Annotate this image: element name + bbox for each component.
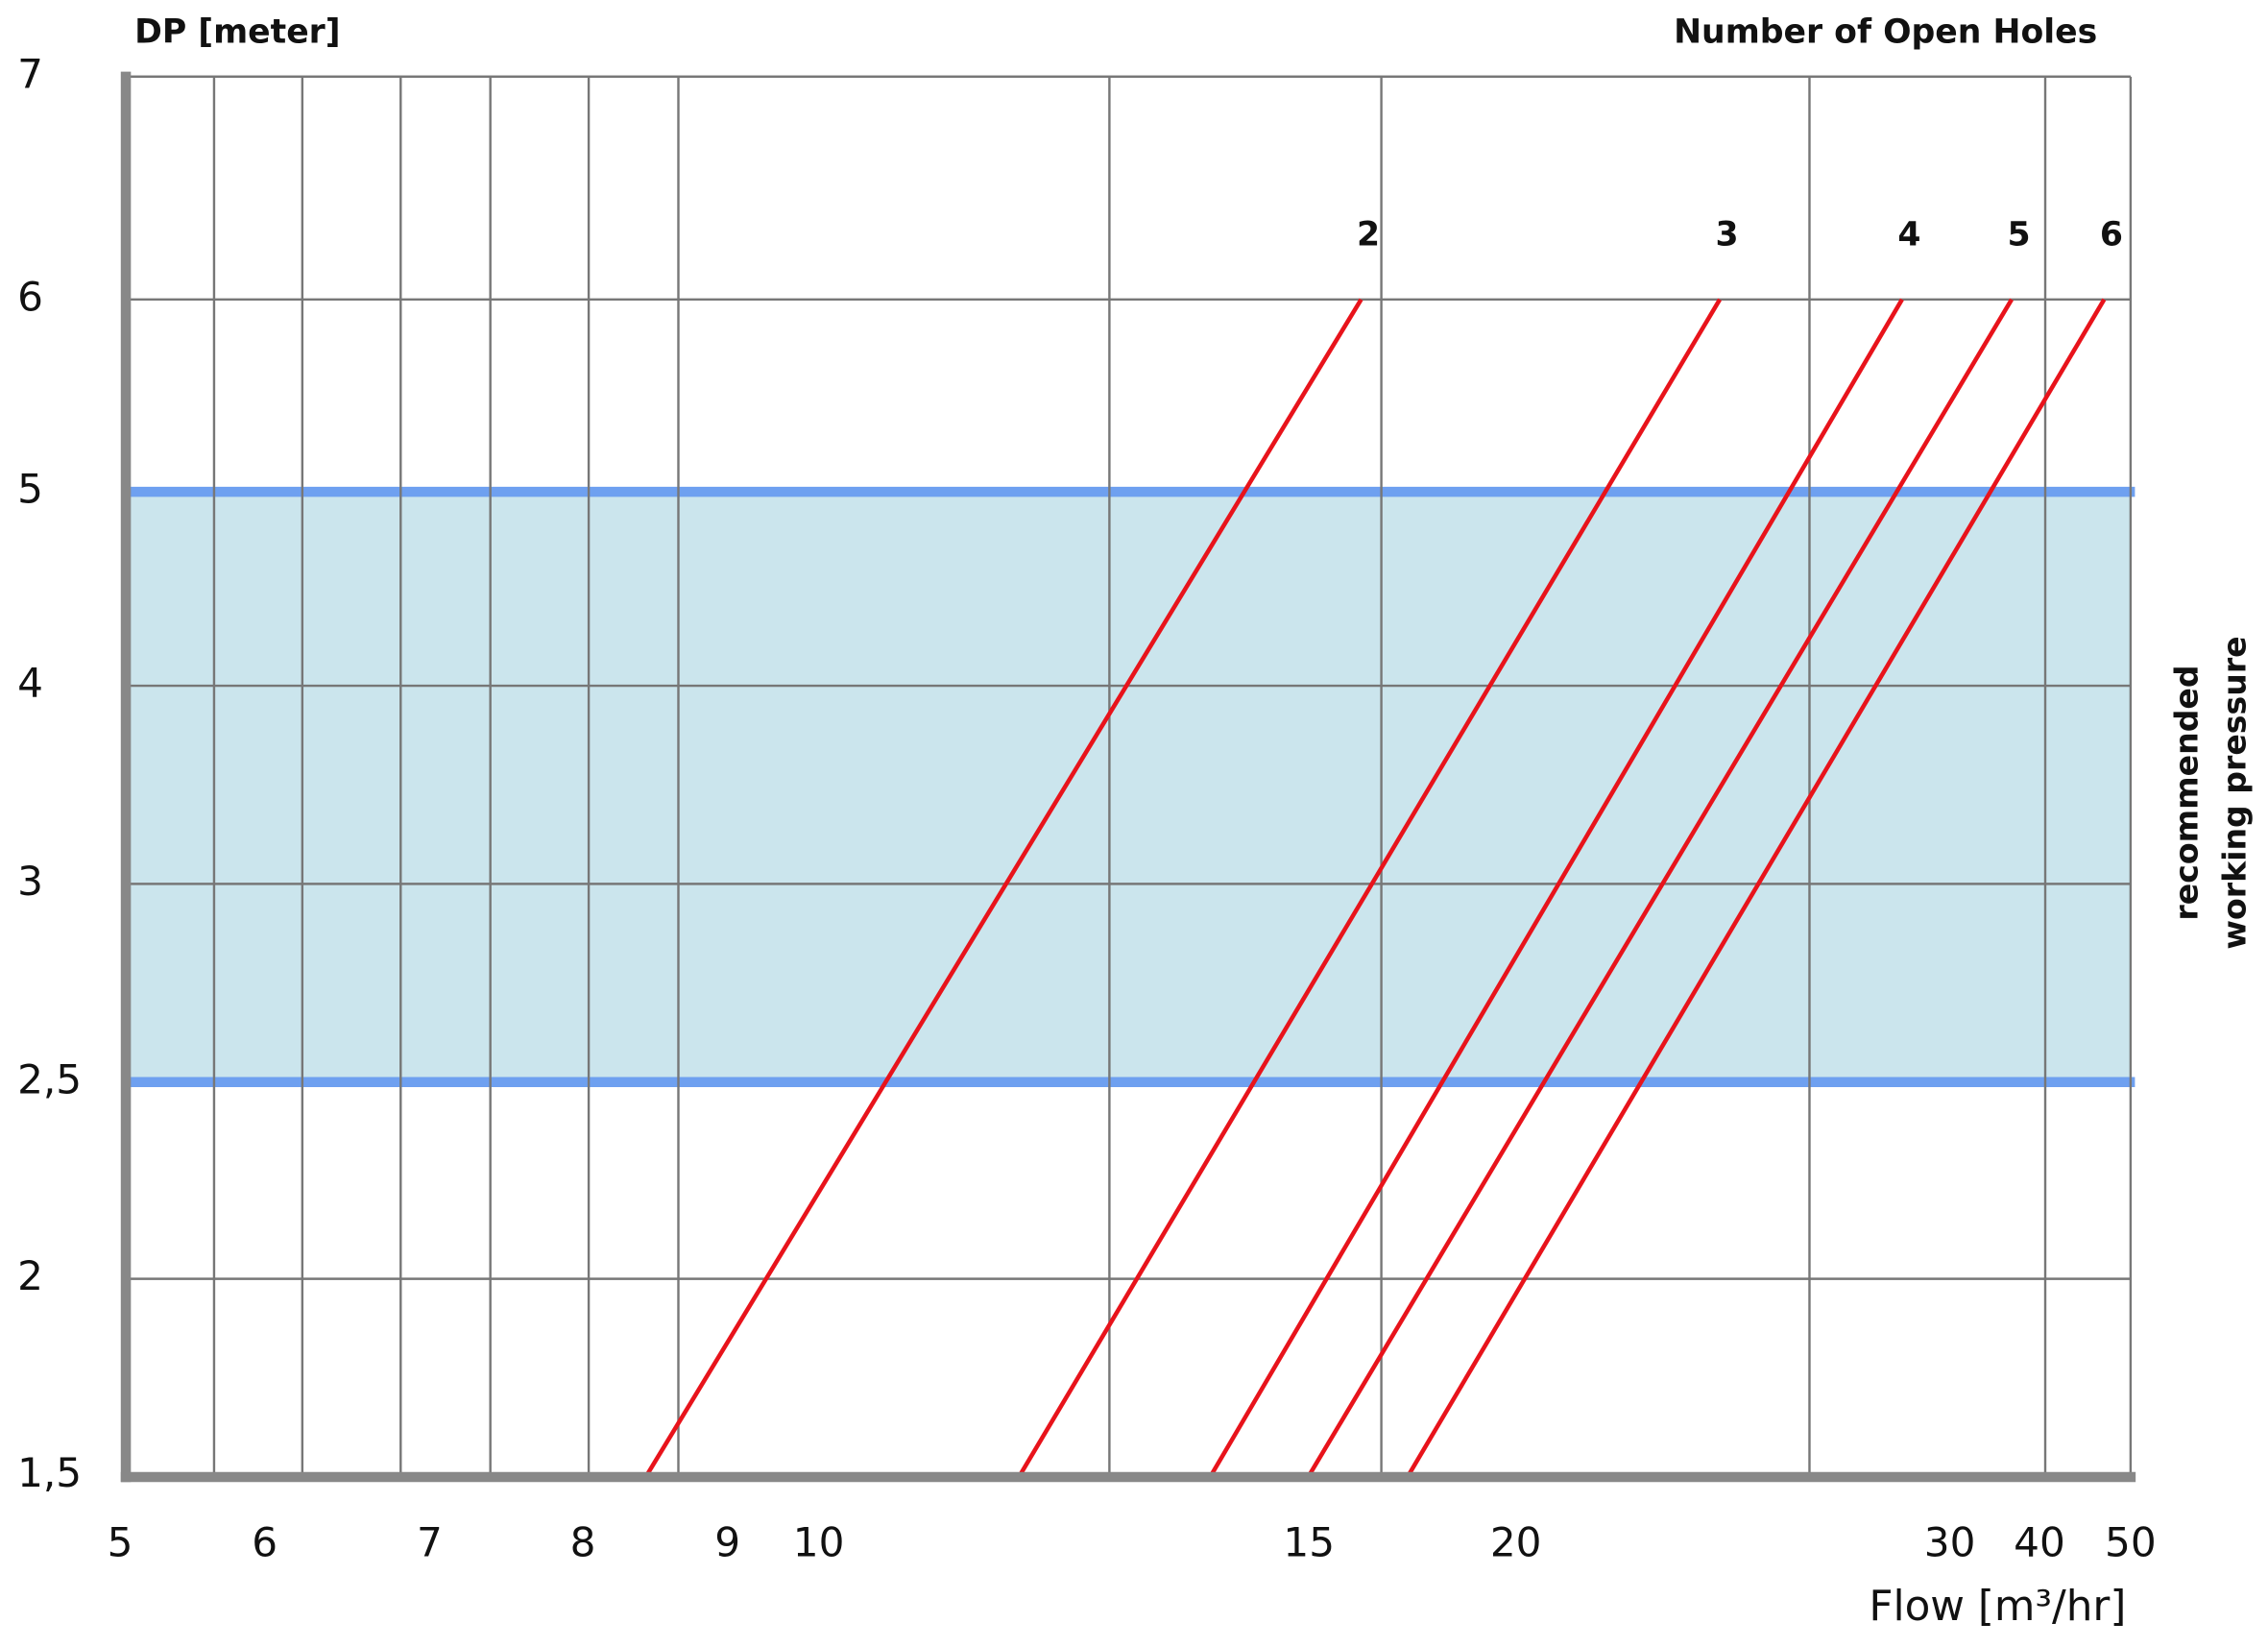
y-tick-label: 2 xyxy=(17,1252,43,1299)
band xyxy=(126,492,2131,1082)
x-tick-label: 5 xyxy=(108,1518,133,1565)
x-tick-label: 30 xyxy=(1924,1518,1976,1565)
band-label: recommended xyxy=(2168,665,2206,920)
y-tick-label: 3 xyxy=(17,858,43,905)
x-axis-label: Flow [m³/hr] xyxy=(1869,1582,2126,1631)
series-line xyxy=(1406,298,2107,1477)
series-label: 6 xyxy=(2100,216,2123,254)
x-tick-label: 20 xyxy=(1490,1518,1542,1565)
series-group: 2 3 4 5 6 xyxy=(644,216,2123,1477)
series-label: 3 xyxy=(1716,216,1739,254)
series-line xyxy=(644,298,1363,1477)
y-tick-label: 7 xyxy=(17,50,43,97)
series-line xyxy=(1209,298,1904,1477)
x-tick-label: 6 xyxy=(252,1518,277,1565)
x-tick-label: 40 xyxy=(2014,1518,2065,1565)
x-tick-label: 50 xyxy=(2105,1518,2157,1565)
x-tick-label: 7 xyxy=(417,1518,443,1565)
vertical-grid xyxy=(126,75,2133,1476)
x-tick-label: 10 xyxy=(793,1518,845,1565)
series-label: 2 xyxy=(1357,216,1380,254)
y-tick-label: 5 xyxy=(17,466,43,513)
series-label: 4 xyxy=(1897,216,1920,254)
x-tick-label: 9 xyxy=(714,1518,740,1565)
x-tick-label: 8 xyxy=(570,1518,596,1565)
series-line xyxy=(1307,298,2014,1477)
band-label: working pressure xyxy=(2215,636,2253,949)
series-label: 5 xyxy=(2008,216,2031,254)
x-tick-label: 15 xyxy=(1283,1518,1335,1565)
grid xyxy=(126,75,2135,1280)
y-tick-label: 4 xyxy=(17,660,43,707)
series-line xyxy=(1018,298,1723,1477)
y-tick-label: 2,5 xyxy=(17,1055,82,1102)
y-axis-label: DP [meter] xyxy=(134,13,341,52)
y-tick-label: 1,5 xyxy=(17,1449,82,1496)
legend-title: Number of Open Holes xyxy=(1674,13,2097,52)
y-tick-label: 6 xyxy=(17,273,43,320)
axes xyxy=(120,71,2136,1483)
